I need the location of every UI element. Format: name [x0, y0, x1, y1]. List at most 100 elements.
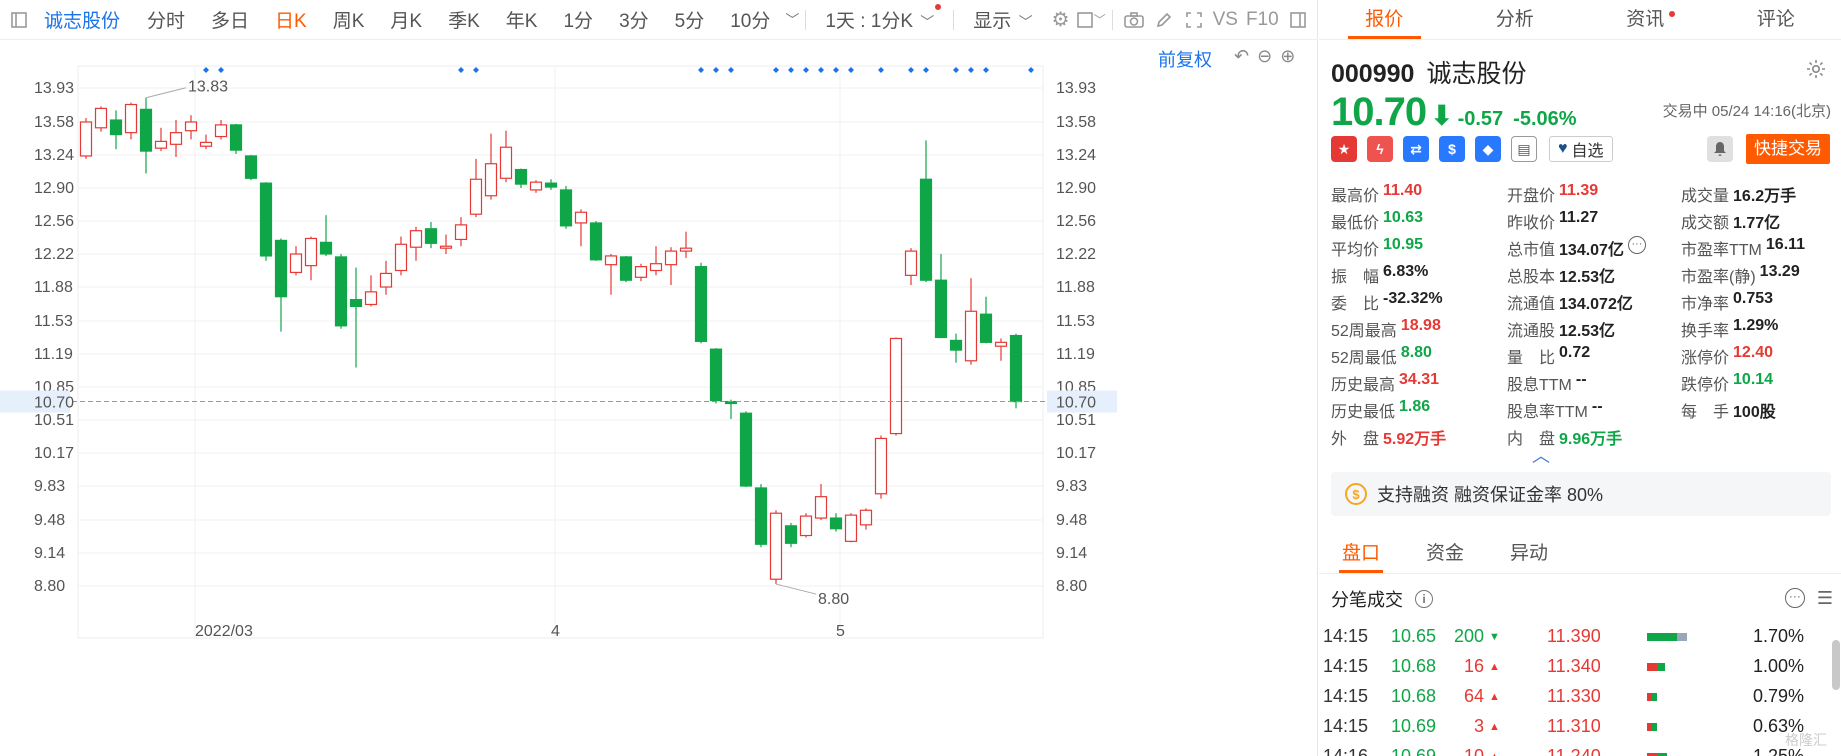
period-tab[interactable]: 1分 [563, 11, 594, 32]
period-tab[interactable]: 周K [332, 11, 365, 32]
sidebar-toggle-icon[interactable] [4, 6, 34, 34]
more-options-icon[interactable]: ··· [1784, 588, 1805, 608]
quote-cell: 最低价 10.63 [1331, 209, 1507, 233]
y-tick-label-left: 10.17 [34, 445, 74, 462]
quote-cell: 流通股 12.53亿 [1507, 317, 1681, 341]
event-marker [458, 67, 464, 73]
candle-body [814, 496, 828, 519]
period-tab[interactable]: 分时 [147, 11, 186, 32]
candle-body [394, 243, 408, 272]
kline-chart-panel: 诚志股份 分时 多日 日K 周K 月K 季K 年K 1分 3分 5分 10分 ﹀ 1天 : 1分K … [0, 0, 1318, 756]
stock-title: 000990 诚志股份 [1331, 54, 1831, 90]
tag-icon[interactable]: ◆ [1475, 136, 1501, 162]
display-label: 显示 [973, 11, 1012, 32]
y-tick-label-right: 9.83 [1056, 478, 1087, 495]
quote-cell: 内 盘 9.96万手 [1507, 425, 1681, 449]
display-select[interactable]: 显示 ﹀ [973, 11, 1033, 32]
stock-name-label[interactable]: 诚志股份 [44, 11, 121, 32]
y-tick-label-right: 11.88 [1056, 279, 1095, 296]
heart-icon: ♥ [1558, 140, 1568, 157]
quote-value: 18.98 [1400, 316, 1441, 334]
quote-tab[interactable]: 报价 [1319, 0, 1450, 39]
gear-icon[interactable] [1805, 58, 1827, 85]
event-marker [788, 67, 794, 73]
quote-tab[interactable]: 资讯 [1580, 0, 1711, 39]
candle-body [289, 253, 303, 274]
event-marker [473, 67, 479, 73]
lightning-icon[interactable]: ϟ [1367, 136, 1393, 162]
candle-body [994, 341, 1008, 347]
event-marker [728, 67, 734, 73]
date-label: 5 [836, 623, 845, 640]
quote-value: 0.753 [1733, 289, 1774, 307]
draw-pencil-icon[interactable] [1149, 6, 1179, 34]
quote-cell: 平均价 10.95 [1331, 236, 1507, 260]
quote-value: -- [1591, 397, 1603, 415]
fullscreen-icon[interactable] [1179, 6, 1209, 34]
tick-percent: 0.79% [1752, 686, 1804, 706]
toolbar-divider [805, 9, 807, 30]
document-icon[interactable]: ▤ [1511, 136, 1537, 162]
candle-body [874, 437, 888, 495]
candle-body [244, 155, 258, 179]
volume-bar [1647, 633, 1687, 641]
candlestick-chart[interactable]: 13.93 13.93 13.58 13.58 13.24 13.24 12.90 12.90… [0, 40, 1318, 756]
quote-tab[interactable]: 评论 [1711, 0, 1841, 39]
quote-label: 股息TTM [1507, 376, 1572, 394]
dollar-icon[interactable]: $ [1439, 136, 1465, 162]
y-tick-label-left: 13.58 [34, 114, 74, 131]
notification-dot [935, 4, 942, 10]
indicator-checkbox-icon[interactable]: ﹀ [1076, 6, 1106, 34]
event-marker [1028, 67, 1034, 73]
shuffle-icon[interactable]: ⇄ [1403, 136, 1429, 162]
combo-period-label: 1天 : 1分K [825, 11, 914, 32]
coin-icon: $ [1345, 483, 1367, 505]
period-tab[interactable]: 月K [390, 11, 423, 32]
zoom-out-icon[interactable]: ⊖ [1257, 46, 1273, 66]
period-tab[interactable]: 年K [505, 11, 538, 32]
bell-icon[interactable] [1707, 136, 1733, 162]
price-change-percent: -5.06% [1513, 108, 1577, 130]
order-book-tab[interactable]: 资金 [1425, 543, 1464, 564]
reset-icon[interactable]: ↶ [1234, 46, 1250, 66]
order-book-tab[interactable]: 异动 [1509, 543, 1548, 564]
panel-layout-icon[interactable] [1283, 6, 1313, 34]
candle-body [604, 255, 618, 266]
period-tab[interactable]: 3分 [619, 11, 649, 32]
period-tab[interactable]: 5分 [674, 11, 705, 32]
chevron-up-icon[interactable]: ︿ [1532, 446, 1550, 466]
more-periods-chevron-icon[interactable]: ﹀ [785, 11, 800, 28]
combo-period-select[interactable]: 1天 : 1分K ﹀ [812, 4, 947, 33]
margin-financing-banner[interactable]: $ 支持融资 融资保证金率 80% [1331, 472, 1831, 516]
quick-trade-button[interactable]: 快捷交易 [1746, 134, 1830, 164]
y-tick-label-right: 11.53 [1056, 313, 1095, 330]
period-tab[interactable]: 日K [275, 11, 307, 32]
quote-cell: 市盈率TTM 16.11 [1681, 236, 1836, 260]
settings-gear-icon[interactable]: ⚙ [1051, 9, 1070, 31]
zoom-in-icon[interactable]: ⊕ [1280, 46, 1296, 66]
y-tick-label-left: 9.83 [34, 478, 65, 495]
y-tick-label-right: 9.48 [1056, 512, 1087, 529]
quote-row: 外 盘 5.92万手内 盘 9.96万手 [1331, 423, 1836, 450]
event-marker [878, 67, 884, 73]
china-flag-icon[interactable]: ★ [1331, 136, 1357, 162]
period-tab[interactable]: 10分 [730, 11, 771, 32]
tick-time: 14:15 [1323, 656, 1369, 676]
quote-tab[interactable]: 分析 [1450, 0, 1581, 39]
order-book-tab[interactable]: 盘口 [1319, 534, 1403, 573]
margin-text: 支持融资 融资保证金率 80% [1377, 485, 1604, 505]
tick-volume: 64 [1463, 686, 1484, 706]
camera-icon[interactable] [1119, 6, 1149, 34]
add-watchlist-button[interactable]: ♥ 自选 [1549, 136, 1613, 162]
more-info-icon[interactable]: ··· [1627, 235, 1646, 254]
scrollbar[interactable] [1832, 640, 1840, 690]
vs-compare-button[interactable]: VS [1212, 8, 1238, 30]
quote-value: 1.86 [1399, 397, 1431, 415]
period-tab[interactable]: 多日 [211, 11, 250, 32]
adjust-mode-button[interactable]: 前复权 [1158, 50, 1212, 70]
candle-body [514, 168, 528, 185]
info-icon[interactable]: i [1415, 590, 1433, 608]
period-tab[interactable]: 季K [448, 11, 480, 32]
list-view-icon[interactable]: ☰ [1816, 588, 1833, 608]
f10-button[interactable]: F10 [1245, 8, 1279, 30]
